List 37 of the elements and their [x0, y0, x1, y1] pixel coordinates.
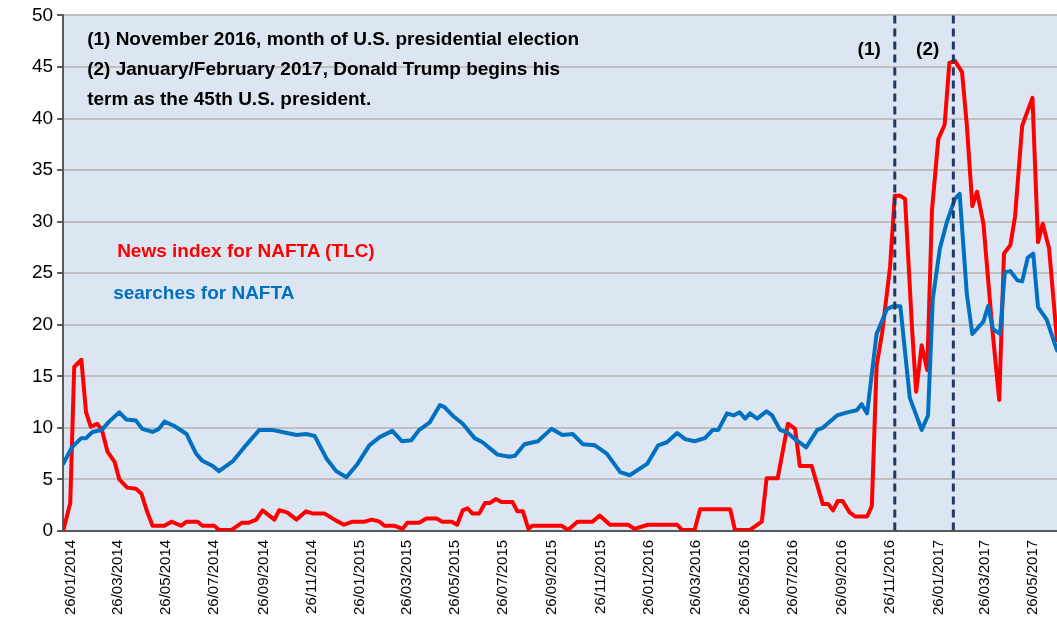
x-tick-label: 26/11/2016 [880, 539, 898, 614]
x-tick-label: 26/07/2014 [204, 539, 222, 615]
x-tick-label: 26/03/2017 [975, 539, 993, 615]
y-tick-label: 35 [31, 158, 54, 180]
y-tick-label: 0 [42, 519, 54, 541]
x-tick-label: 26/05/2015 [445, 539, 463, 615]
y-tick-label: 20 [31, 312, 54, 334]
x-tick-label: 26/01/2016 [638, 539, 656, 615]
y-tick-label: 15 [31, 364, 54, 386]
x-tick-label: 26/09/2016 [832, 539, 849, 615]
y-tick-label: 50 [31, 3, 54, 25]
y-tick-label: 25 [31, 261, 54, 283]
x-tick-label: 26/07/2016 [782, 539, 800, 615]
x-tick-label: 26/01/2015 [350, 539, 368, 615]
x-tick-label: 26/01/2014 [61, 539, 79, 615]
x-tick-label: 26/11/2014 [301, 539, 319, 614]
x-tick-label: 26/07/2015 [493, 539, 511, 615]
y-tick-label: 40 [31, 106, 54, 128]
x-tick-label: 26/09/2014 [253, 539, 271, 615]
x-tick-label: 26/03/2014 [107, 539, 125, 615]
text: News index for NAFTA (TLC) [117, 239, 375, 261]
x-tick-label: 26/09/2015 [542, 539, 560, 615]
x-tick-label: 26/05/2017 [1023, 539, 1041, 615]
x-tick-label: 26/03/2015 [396, 539, 414, 615]
y-tick-label: 45 [31, 55, 54, 77]
y-tick-label: 10 [31, 416, 54, 438]
x-tick-label: 26/03/2016 [686, 539, 704, 615]
x-tick-label: 26/05/2016 [734, 539, 752, 615]
x-tick-label: 26/11/2015 [590, 539, 608, 614]
y-tick-label: 30 [31, 209, 54, 231]
ref-line-label: (1) [857, 37, 881, 59]
y-tick-label: 5 [42, 467, 54, 489]
annotation: (1) November 2016, month of U.S. presidential election (2) January/February 2017, Donald Trump begins his term as the 45th U.S. president. [87, 27, 580, 109]
x-tick-label: 26/01/2017 [928, 539, 946, 615]
ref-line-label: (2) [916, 37, 940, 59]
x-tick-label: 26/05/2014 [156, 539, 174, 615]
text: searches for NAFTA [113, 281, 295, 303]
